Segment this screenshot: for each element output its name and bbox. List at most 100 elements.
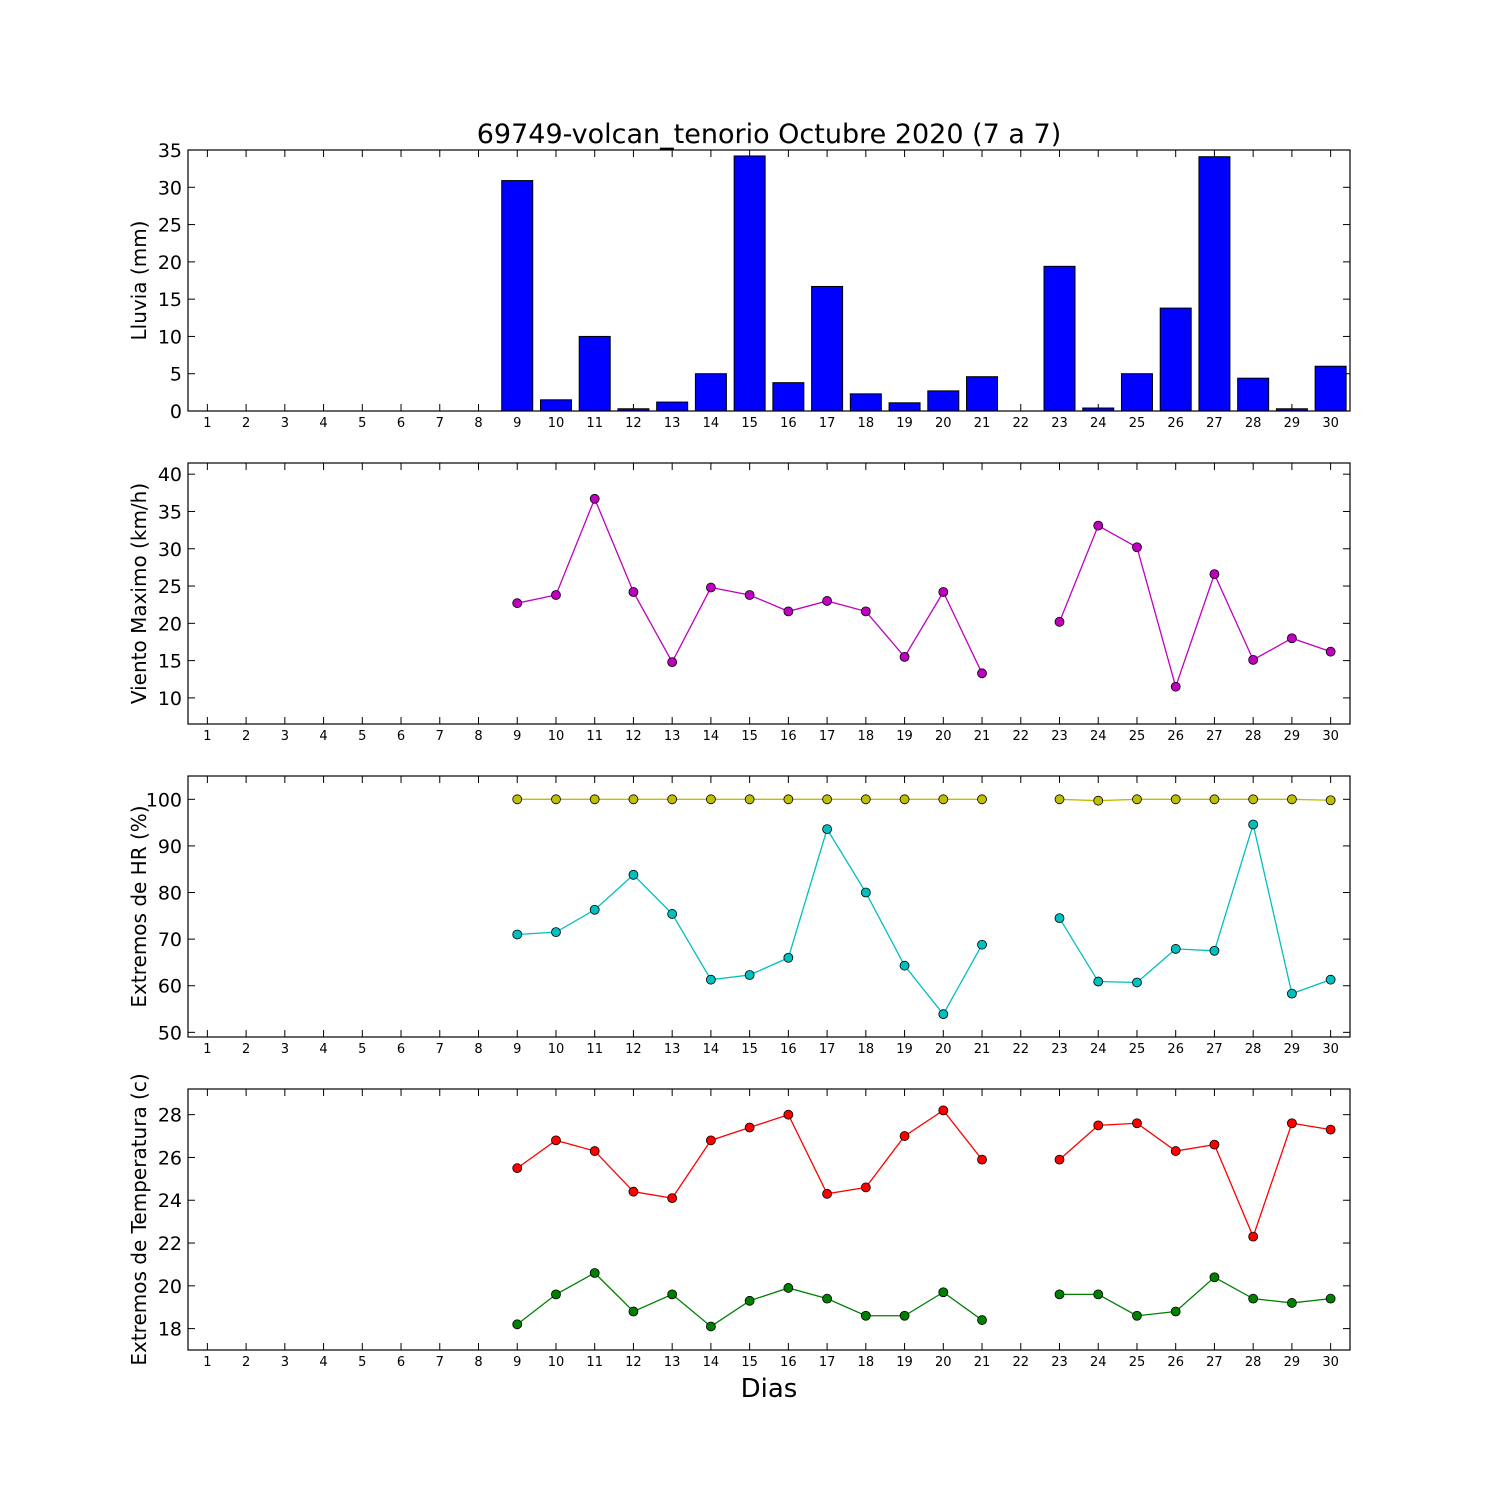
data-point bbox=[860, 887, 871, 898]
y-tick-label: 90 bbox=[158, 836, 182, 858]
x-axis-label: Dias bbox=[741, 1374, 798, 1404]
x-tick-label: 28 bbox=[1245, 416, 1262, 431]
data-point bbox=[1209, 1272, 1220, 1283]
y-tick-label: 50 bbox=[158, 1022, 182, 1044]
x-tick-label: 27 bbox=[1206, 1355, 1223, 1370]
bar bbox=[539, 399, 572, 412]
x-tick-label: 13 bbox=[664, 1042, 681, 1057]
x-tick-label: 12 bbox=[625, 416, 642, 431]
x-tick-label: 7 bbox=[436, 1042, 444, 1057]
data-point bbox=[667, 657, 678, 668]
data-point bbox=[783, 952, 794, 963]
y-tick-label: 40 bbox=[158, 464, 182, 486]
plot-frame bbox=[187, 775, 1351, 1038]
x-tick-label: 29 bbox=[1284, 729, 1301, 744]
data-point bbox=[899, 960, 910, 971]
x-tick-label: 28 bbox=[1245, 1355, 1262, 1370]
y-tick-label: 26 bbox=[158, 1147, 182, 1169]
x-tick-label: 24 bbox=[1090, 1355, 1107, 1370]
data-point bbox=[1287, 794, 1297, 805]
x-tick-label: 20 bbox=[935, 1042, 952, 1057]
x-tick-label: 9 bbox=[513, 416, 521, 431]
data-point bbox=[783, 606, 794, 617]
data-point bbox=[1132, 542, 1142, 553]
series-line bbox=[517, 497, 983, 674]
data-point bbox=[783, 1109, 794, 1120]
x-tick-label: 15 bbox=[741, 1355, 758, 1370]
bar bbox=[811, 285, 844, 412]
x-tick-label: 13 bbox=[664, 1355, 681, 1370]
data-point bbox=[860, 1310, 871, 1321]
bar bbox=[1043, 265, 1076, 412]
x-tick-label: 11 bbox=[586, 416, 603, 431]
chart-title: 69749-volcan_tenorio Octubre 2020 (7 a 7… bbox=[477, 119, 1062, 150]
x-tick-label: 23 bbox=[1051, 1042, 1068, 1057]
y-tick-label: 20 bbox=[158, 1276, 182, 1298]
x-tick-label: 5 bbox=[358, 1042, 366, 1057]
x-tick-label: 27 bbox=[1206, 416, 1223, 431]
data-point bbox=[667, 1193, 678, 1204]
x-tick-label: 4 bbox=[319, 1042, 327, 1057]
x-tick-label: 4 bbox=[319, 729, 327, 744]
data-point bbox=[706, 1321, 716, 1332]
data-point bbox=[1170, 1306, 1181, 1317]
data-point bbox=[938, 794, 949, 805]
y-tick-label: 30 bbox=[158, 539, 182, 561]
y-axis-label: Extremos de HR (%) bbox=[127, 805, 151, 1007]
bar bbox=[927, 390, 960, 412]
data-point bbox=[1325, 795, 1336, 806]
x-tick-label: 17 bbox=[819, 1355, 836, 1370]
data-point bbox=[1325, 646, 1336, 657]
x-tick-label: 26 bbox=[1167, 1042, 1184, 1057]
data-point bbox=[977, 939, 987, 950]
x-tick-label: 16 bbox=[780, 416, 797, 431]
data-point bbox=[551, 1289, 561, 1300]
x-tick-label: 19 bbox=[896, 416, 913, 431]
x-tick-label: 3 bbox=[281, 1355, 289, 1370]
x-tick-label: 19 bbox=[896, 729, 913, 744]
x-tick-label: 8 bbox=[474, 1042, 482, 1057]
x-tick-label: 18 bbox=[858, 416, 875, 431]
data-point bbox=[822, 794, 832, 805]
x-tick-label: 6 bbox=[397, 729, 405, 744]
data-point bbox=[1209, 1139, 1220, 1150]
x-tick-label: 10 bbox=[548, 1042, 565, 1057]
data-point bbox=[1248, 1231, 1259, 1242]
bar bbox=[1120, 373, 1153, 412]
x-tick-label: 21 bbox=[974, 1355, 991, 1370]
y-tick-label: 60 bbox=[158, 976, 182, 998]
bar bbox=[966, 376, 999, 412]
x-tick-label: 23 bbox=[1051, 729, 1068, 744]
data-point bbox=[706, 1135, 716, 1146]
data-point bbox=[1093, 976, 1104, 987]
data-point bbox=[1325, 1293, 1336, 1304]
x-tick-label: 22 bbox=[1012, 1355, 1029, 1370]
y-tick-label: 80 bbox=[158, 883, 182, 905]
data-point bbox=[1209, 569, 1220, 580]
x-tick-label: 12 bbox=[625, 1042, 642, 1057]
y-tick-label: 10 bbox=[158, 688, 182, 710]
y-tick-label: 100 bbox=[146, 789, 182, 811]
y-tick-label: 22 bbox=[158, 1233, 182, 1255]
data-point bbox=[667, 909, 678, 919]
data-point bbox=[628, 794, 639, 805]
data-point bbox=[1170, 1146, 1181, 1156]
data-point bbox=[1248, 654, 1259, 665]
y-tick-label: 30 bbox=[158, 177, 182, 199]
data-point bbox=[1054, 1289, 1065, 1300]
data-point bbox=[744, 1295, 755, 1306]
x-tick-label: 22 bbox=[1012, 729, 1029, 744]
data-point bbox=[1248, 1293, 1259, 1304]
x-tick-label: 15 bbox=[741, 729, 758, 744]
bar bbox=[578, 335, 611, 412]
data-point bbox=[1054, 794, 1065, 805]
y-tick-label: 70 bbox=[158, 929, 182, 951]
data-point bbox=[860, 794, 871, 805]
bar bbox=[1314, 365, 1347, 412]
data-point bbox=[938, 587, 949, 597]
data-point bbox=[589, 1146, 600, 1156]
x-tick-label: 24 bbox=[1090, 729, 1107, 744]
data-point bbox=[512, 794, 523, 805]
data-point bbox=[628, 869, 639, 880]
